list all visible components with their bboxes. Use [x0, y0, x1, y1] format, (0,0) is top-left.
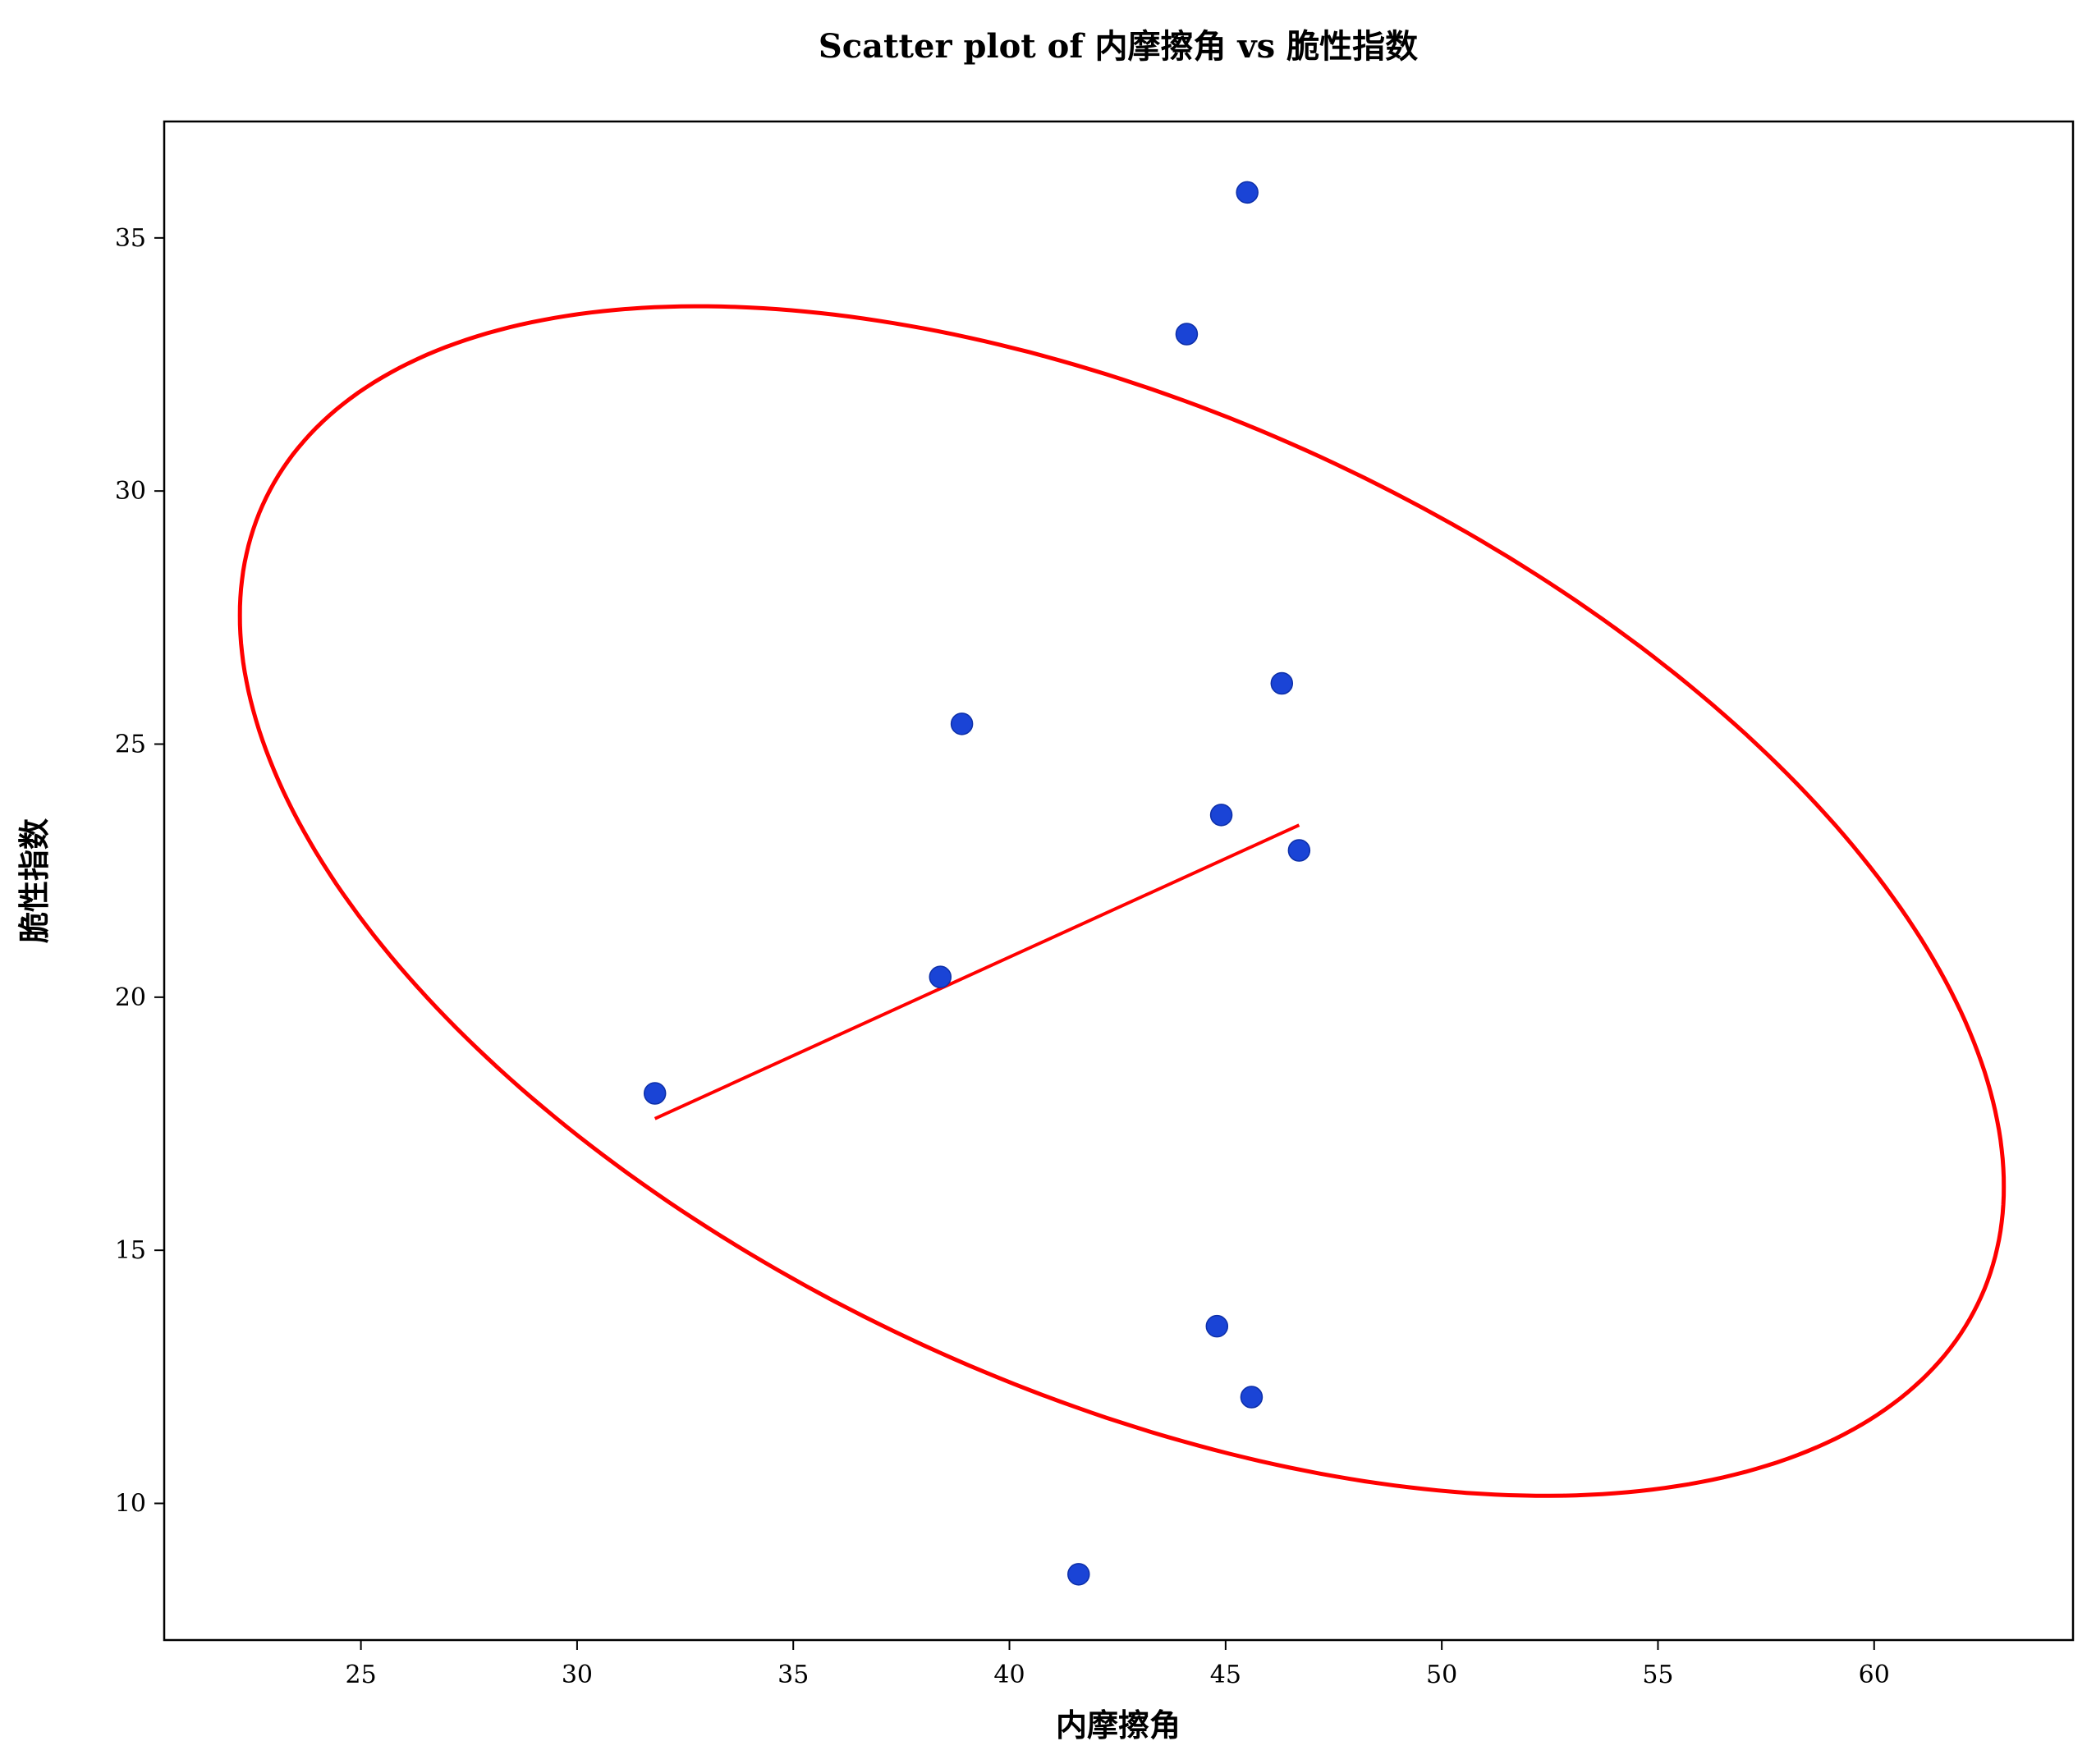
x-tick-label: 60 [1859, 1661, 1890, 1689]
scatter-point [1287, 839, 1311, 862]
scatter-point [1270, 671, 1294, 695]
y-tick-label: 35 [115, 224, 146, 253]
y-tick-label: 15 [115, 1236, 146, 1265]
scatter-point [929, 965, 952, 988]
x-tick-label: 35 [777, 1661, 809, 1689]
x-tick-label: 55 [1642, 1661, 1673, 1689]
x-tick-label: 25 [346, 1661, 377, 1689]
x-tick-label: 40 [993, 1661, 1025, 1689]
scatter-point [1175, 323, 1199, 346]
plot-area [163, 120, 2075, 1642]
y-tick-label: 20 [115, 983, 146, 1012]
y-tick-label: 25 [115, 731, 146, 759]
x-tick-label: 45 [1210, 1661, 1241, 1689]
y-tick-label: 10 [115, 1490, 146, 1519]
y-axis-ticks: 10 15 20 25 30 35 [115, 224, 164, 1519]
x-axis-ticks: 25 30 35 40 45 50 55 60 [346, 1640, 1890, 1689]
x-tick-label: 30 [562, 1661, 593, 1689]
x-axis-label: 内摩擦角 [1056, 1707, 1181, 1743]
scatter-point [1236, 181, 1259, 204]
scatter-point [643, 1082, 667, 1105]
confidence-ellipse [237, 304, 2007, 1498]
regression-line [654, 823, 1300, 1120]
scatter-point [1209, 804, 1233, 827]
scatter-point [1240, 1386, 1264, 1409]
y-axis-label: 脆性指数 [16, 818, 53, 943]
data-points [643, 181, 1311, 1586]
scatter-point [1205, 1314, 1229, 1338]
chart-title: Scatter plot of 内摩擦角 vs 脆性指数 [819, 27, 1418, 66]
scatter-point [950, 712, 974, 735]
x-tick-label: 50 [1426, 1661, 1457, 1689]
scatter-point [1067, 1563, 1090, 1586]
y-tick-label: 30 [115, 477, 146, 506]
